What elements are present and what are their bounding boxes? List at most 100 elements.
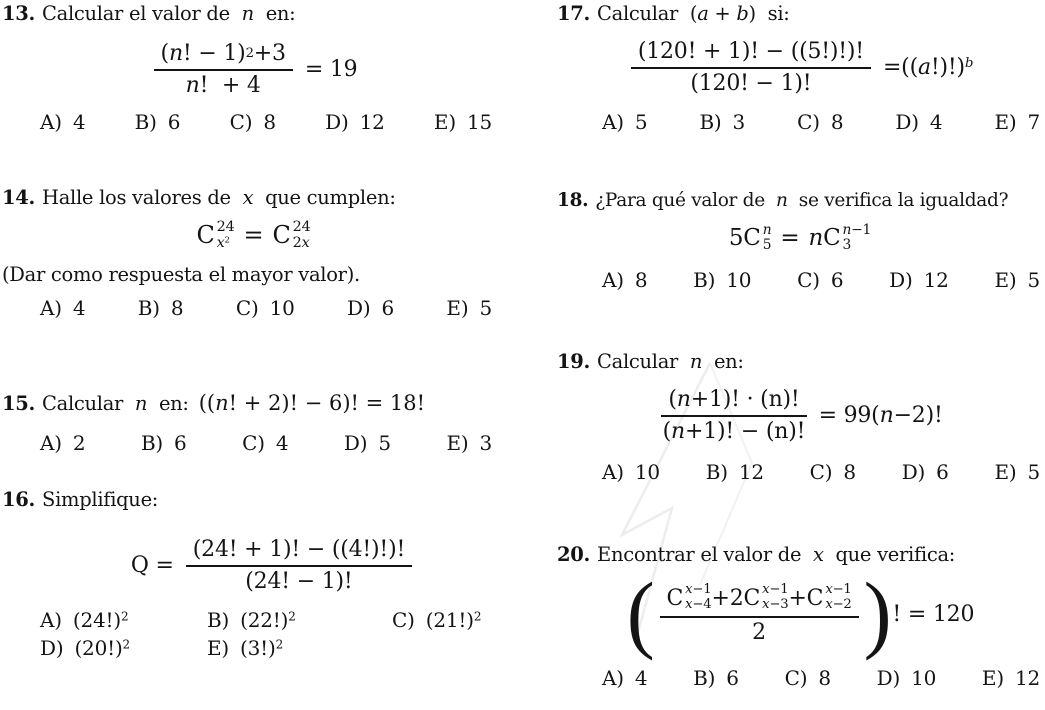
sup-sub-stack: n−1 3	[842, 222, 872, 254]
numerator: (24! + 1)! − ((4!)!)!	[185, 537, 413, 567]
right-parenthesis: )	[863, 565, 892, 662]
combination-letter: C	[666, 585, 684, 611]
option-b: B) (22!)2	[207, 608, 296, 632]
problem-number: 17.	[557, 2, 591, 25]
sup-sub-stack: 24 2x	[293, 219, 311, 251]
option-d: D) 6	[901, 460, 949, 484]
superscript: 24	[292, 219, 311, 235]
option-b: B) 12	[705, 460, 764, 484]
problem-15: 15. Calcular n en: ((n! + 2)! − 6)! = 18…	[2, 391, 505, 455]
combination-letter: C	[196, 221, 215, 250]
superscript: n−1	[842, 222, 872, 238]
problem-title: 18. ¿Para qué valor de n se verifica la …	[557, 190, 1043, 211]
denominator: (n+1)! − (n)!	[662, 419, 806, 444]
left-parenthesis: (	[626, 565, 655, 662]
problem-title: 20. Encontrar el valor de x que verifica…	[557, 543, 1043, 566]
option-c: C) 6	[797, 267, 844, 292]
option-a: A) 8	[602, 267, 648, 292]
option-e: E) 12	[981, 666, 1040, 690]
equation-rhs: =((a!)!)b	[882, 55, 974, 80]
combination-letter: C	[806, 585, 824, 611]
problem-note: (Dar como respuesta el mayor valor).	[2, 263, 360, 287]
problem-17: 17. Calcular (a + b) si: (120! + 1)! − (…	[557, 2, 1043, 134]
equation: C 24 x2 = C 24 2x	[2, 219, 505, 251]
subscript: 3	[842, 237, 852, 254]
options-row: A) 4 B) 8 C) 10 D) 6 E) 5	[40, 296, 492, 320]
problem-number: 20.	[557, 543, 591, 566]
denominator: (24! − 1)!	[245, 569, 353, 594]
numerator: (120! + 1)! − ((5!)!)!	[630, 39, 871, 69]
problem-number: 19.	[557, 350, 591, 373]
option-b: B) 8	[137, 296, 184, 321]
subscript: x−4	[685, 597, 712, 612]
options-row: A) 2 B) 6 C) 4 D) 5 E) 3	[40, 431, 492, 455]
option-c: C) 4	[242, 431, 289, 455]
coefficient: +	[788, 585, 807, 611]
problem-13: 13. Calcular el valor de n en: (n! − 1) 2…	[2, 2, 505, 134]
option-c: C) (21!)2	[392, 608, 482, 632]
option-b: B) 10	[693, 267, 752, 292]
fraction: (24! + 1)! − ((4!)!)! (24! − 1)!	[185, 537, 413, 594]
combination-letter: C	[823, 225, 841, 252]
problem-14: 14. Halle los valores de x que cumplen: …	[2, 186, 505, 320]
problem-statement: Calcular (a + b) si:	[597, 2, 790, 25]
option-e: E) 5	[994, 460, 1040, 484]
option-d: D) 5	[343, 431, 391, 455]
options-row: A) 4 B) 6 C) 8 D) 10 E) 12	[602, 666, 1040, 690]
option-b: B) 6	[134, 110, 181, 134]
subscript: 5	[762, 237, 772, 254]
superscript: x−1	[762, 582, 789, 598]
problem-statement: Halle los valores de x que cumplen:	[42, 186, 396, 209]
sup-sub-stack: x−1 x−2	[825, 582, 852, 613]
denominator: n! + 4	[185, 73, 261, 98]
problem-statement: ¿Para qué valor de n se verifica la igua…	[595, 190, 1009, 211]
equation-rhs: ! = 120	[892, 601, 975, 627]
problem-19: 19. Calcular n en: (n +1)! · (n)! (n+1)! …	[557, 350, 1043, 484]
subscript: 2x	[292, 235, 310, 252]
option-c: C) 8	[797, 110, 844, 134]
combination-symbol: + C x−1 x−2	[788, 582, 852, 613]
equation-lhs: Q =	[130, 553, 174, 578]
numerator: C x−1 x−4 +2 C x−1 x−3	[659, 582, 859, 618]
equals-sign: =	[243, 221, 264, 250]
problem-number: 13.	[2, 2, 36, 25]
option-a: A) (24!)2	[40, 608, 129, 632]
inline-equation: ((n! + 2)! − 6)! = 18!	[198, 391, 426, 415]
option-a: A) 5	[602, 110, 648, 134]
option-d: D) 10	[876, 666, 937, 690]
option-b: B) 6	[140, 431, 187, 455]
combination-symbol: C 24 x2	[196, 219, 234, 251]
coefficient: 5	[728, 225, 744, 252]
problem-title: 13. Calcular el valor de n en:	[2, 2, 505, 25]
equation: ( C x−1 x−4 +2 C x−1	[557, 565, 1043, 662]
option-c: C) 10	[235, 296, 295, 321]
superscript: x−1	[685, 582, 712, 598]
fraction: (120! + 1)! − ((5!)!)! (120! − 1)!	[630, 39, 871, 96]
options-row: A) 5 B) 3 C) 8 D) 4 E) 7	[602, 110, 1040, 134]
combination-symbol: C x−1 x−4	[666, 582, 712, 613]
problem-18: 18. ¿Para qué valor de n se verifica la …	[557, 190, 1043, 292]
problem-title: 16. Simplifique:	[2, 488, 505, 511]
option-e: E) 5	[994, 267, 1040, 292]
option-a: A) 4	[40, 110, 86, 134]
sup-sub-stack: 24 x2	[217, 219, 235, 251]
problem-title: 17. Calcular (a + b) si:	[557, 2, 1043, 25]
equation-rhs: = 19	[304, 57, 358, 82]
sup-sub-stack: n 5	[762, 222, 772, 254]
problem-16: 16. Simplifique: Q = (24! + 1)! − ((4!)!…	[2, 488, 505, 660]
denominator: (120! − 1)!	[690, 71, 812, 96]
options-row: A) 4 B) 6 C) 8 D) 12 E) 15	[40, 110, 492, 134]
superscript: n	[762, 222, 772, 238]
combination-letter: C	[272, 221, 291, 250]
equation: Q = (24! + 1)! − ((4!)!)! (24! − 1)!	[42, 537, 505, 594]
option-e: E) 15	[433, 110, 492, 134]
option-d: D) 12	[889, 267, 949, 292]
option-e: E) 5	[446, 296, 492, 321]
problem-statement: Simplifique:	[42, 488, 159, 511]
subscript: x−3	[762, 597, 789, 612]
problem-number: 14.	[2, 186, 36, 209]
subscript: x−2	[825, 597, 852, 612]
problem-number: 18.	[557, 190, 589, 211]
problem-title: 19. Calcular n en:	[557, 350, 1043, 373]
